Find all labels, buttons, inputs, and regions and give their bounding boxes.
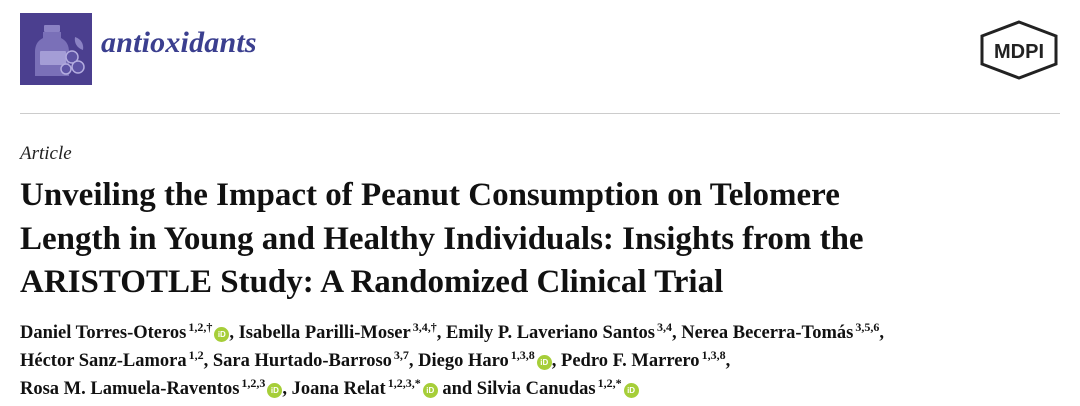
author-affiliation: 1,2 bbox=[188, 348, 204, 362]
separator: , bbox=[725, 351, 731, 371]
separator: , bbox=[203, 351, 209, 371]
orcid-icon[interactable]: iD bbox=[214, 327, 230, 342]
orcid-icon[interactable]: iD bbox=[422, 383, 438, 398]
separator: , bbox=[282, 379, 288, 399]
author-affiliation: 1,3,8 bbox=[701, 348, 726, 362]
author-name[interactable]: Emily P. Laveriano Santos bbox=[445, 323, 655, 343]
author-name[interactable]: Isabella Parilli-Moser bbox=[238, 323, 411, 343]
author-line: Héctor Sanz-Lamora 1,2, Sara Hurtado-Barr… bbox=[20, 347, 1070, 375]
orcid-icon[interactable]: iD bbox=[267, 383, 283, 398]
title-line: ARISTOTLE Study: A Randomized Clinical T… bbox=[20, 264, 724, 300]
author-name[interactable]: Héctor Sanz-Lamora bbox=[20, 351, 187, 371]
author-line: Rosa M. Lamuela-Raventos 1,2,3iD, Joana R… bbox=[20, 375, 1070, 403]
author-name[interactable]: Silvia Canudas bbox=[476, 379, 596, 399]
author-affiliation: 1,2,3 bbox=[241, 376, 266, 390]
title-line: Unveiling the Impact of Peanut Consumpti… bbox=[20, 177, 840, 213]
orcid-icon[interactable]: iD bbox=[623, 383, 639, 398]
author-affiliation: 3,4,† bbox=[412, 320, 437, 334]
separator: , bbox=[879, 323, 884, 343]
author-name[interactable]: Joana Relat bbox=[291, 379, 386, 399]
journal-name: antioxidants bbox=[101, 26, 257, 59]
author-name[interactable]: Pedro F. Marrero bbox=[561, 351, 700, 371]
author-line: Daniel Torres-Oteros 1,2,†iD, Isabella Pa… bbox=[20, 319, 1070, 347]
article-type: Article bbox=[20, 143, 72, 164]
journal-logo bbox=[20, 13, 92, 85]
author-name[interactable]: Daniel Torres-Oteros bbox=[20, 323, 187, 343]
separator: , bbox=[408, 351, 414, 371]
mdpi-logo-icon: MDPI bbox=[980, 20, 1058, 80]
author-name[interactable]: Sara Hurtado-Barroso bbox=[212, 351, 392, 371]
author-affiliation: 1,3,8 bbox=[510, 348, 535, 362]
separator: , bbox=[229, 323, 234, 343]
author-name[interactable]: Diego Haro bbox=[418, 351, 509, 371]
title-line: Length in Young and Healthy Individuals:… bbox=[20, 220, 864, 257]
publisher-logo[interactable]: MDPI bbox=[978, 20, 1060, 80]
publisher-logo-text: MDPI bbox=[994, 41, 1044, 63]
and-separator: and bbox=[442, 379, 473, 399]
journal-logo-icon bbox=[20, 13, 92, 85]
author-affiliation: 1,2,† bbox=[188, 320, 213, 334]
author-name[interactable]: Rosa M. Lamuela-Raventos bbox=[20, 379, 240, 399]
author-name[interactable]: Nerea Becerra-Tomás bbox=[681, 323, 854, 343]
author-affiliation: 1,2,* bbox=[597, 376, 622, 390]
separator: , bbox=[436, 323, 442, 343]
article-title: Unveiling the Impact of Peanut Consumpti… bbox=[20, 174, 1060, 305]
author-affiliation: 3,5,6 bbox=[855, 320, 880, 334]
author-affiliation: 3,4 bbox=[656, 320, 672, 334]
author-affiliation: 3,7 bbox=[393, 348, 409, 362]
header-divider bbox=[20, 113, 1060, 114]
separator: , bbox=[551, 351, 557, 371]
author-list: Daniel Torres-Oteros 1,2,†iD, Isabella Pa… bbox=[20, 319, 1070, 403]
orcid-icon[interactable]: iD bbox=[536, 355, 552, 370]
author-affiliation: 1,2,3,* bbox=[387, 376, 421, 390]
separator: , bbox=[671, 323, 677, 343]
